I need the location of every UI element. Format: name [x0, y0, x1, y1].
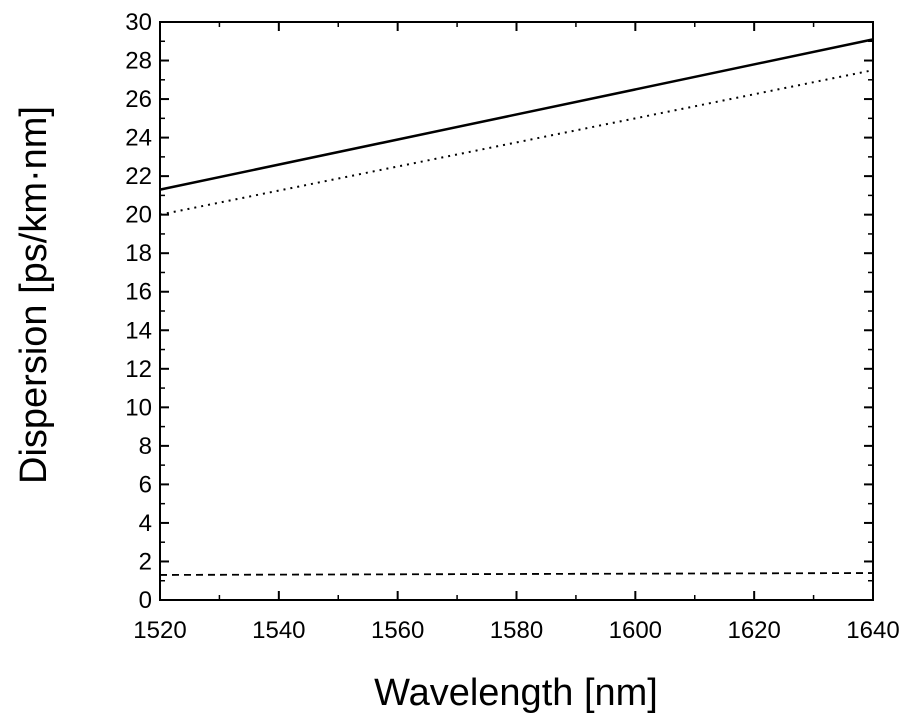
y-axis-title: Dispersion [ps/km·nm] — [13, 106, 55, 484]
y-tick-label: 2 — [139, 548, 152, 575]
plot-frame — [159, 21, 874, 601]
y-tick-label: 24 — [125, 125, 152, 152]
series-line-solid — [159, 38, 874, 191]
y-tick-label: 12 — [125, 356, 152, 383]
x-tick-label: 1560 — [371, 617, 424, 644]
x-tick-label: 1580 — [490, 617, 543, 644]
series-line-dotted — [159, 69, 874, 216]
x-tick-label: 1520 — [133, 617, 186, 644]
y-tick-label: 20 — [125, 202, 152, 229]
labels-layer: 1520 1540 1560 1580 1600 1620 1640024681012141… — [125, 9, 899, 644]
y-tick-label: 18 — [125, 240, 152, 267]
y-tick-label: 14 — [125, 317, 152, 344]
x-tick-label: 1640 — [846, 617, 899, 644]
x-axis-title: Wavelength [nm] — [374, 672, 658, 714]
y-tick-label: 16 — [125, 279, 152, 306]
y-tick-label: 28 — [125, 48, 152, 75]
y-tick-label: 26 — [125, 86, 152, 113]
y-tick-label: 30 — [125, 9, 152, 36]
y-tick-label: 6 — [139, 471, 152, 498]
x-tick-label: 1600 — [609, 617, 662, 644]
x-tick-label: 1620 — [727, 617, 780, 644]
y-tick-label: 8 — [139, 433, 152, 460]
y-tick-label: 10 — [125, 394, 152, 421]
x-tick-label: 1540 — [252, 617, 305, 644]
ticks-layer — [159, 21, 874, 601]
y-tick-label: 22 — [125, 163, 152, 190]
y-tick-label: 0 — [139, 587, 152, 614]
series-layer — [159, 38, 874, 576]
y-tick-label: 4 — [139, 510, 152, 537]
series-line-dashed — [159, 572, 874, 576]
